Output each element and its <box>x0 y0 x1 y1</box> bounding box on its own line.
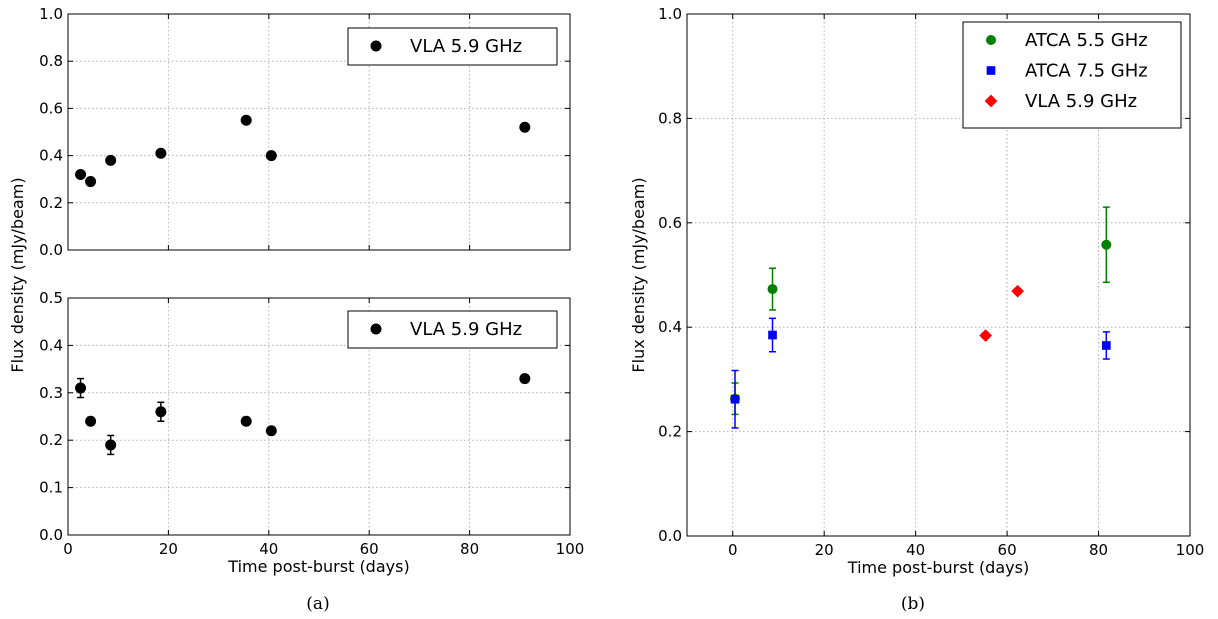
data-point <box>265 425 277 437</box>
y-tick-label: 0.5 <box>39 289 63 307</box>
y-tick-label: 0.0 <box>39 526 63 544</box>
y-tick-label: 0.6 <box>658 214 682 232</box>
y-tick-label: 0.0 <box>39 241 63 259</box>
y-tick-label: 0.8 <box>658 109 682 127</box>
x-tick-label: 0 <box>63 540 73 558</box>
x-tick-label: 80 <box>460 540 479 558</box>
legend-frame <box>347 27 558 66</box>
legend: ATCA 5.5 GHz ATCA 7.5 GHz VLA 5.9 GHz <box>962 21 1182 129</box>
x-tick-label: 40 <box>906 541 925 559</box>
legend-marker <box>986 35 996 45</box>
data-point <box>240 415 252 427</box>
data-point <box>265 150 277 162</box>
legend-label: ATCA 5.5 GHz <box>1025 30 1148 51</box>
legend-marker <box>986 66 996 75</box>
legend-label: VLA 5.9 GHz <box>1025 91 1137 112</box>
x-tick-label: 20 <box>815 541 834 559</box>
data-point <box>1101 341 1111 350</box>
data-point <box>519 121 531 133</box>
series-vla-5-9-ghz <box>979 284 1024 342</box>
plot-frame <box>67 297 571 536</box>
y-tick-label: 0.8 <box>39 52 63 70</box>
data-point <box>155 147 167 159</box>
data-point <box>979 329 992 342</box>
series-atca-5-5-ghz <box>730 206 1112 416</box>
data-point <box>75 382 87 394</box>
y-tick-label: 0.1 <box>39 479 63 497</box>
data-point <box>519 373 531 385</box>
caption-b: (b) <box>901 594 925 614</box>
series-vla-5-9-ghz <box>75 114 531 188</box>
legend-marker <box>370 323 382 335</box>
legend-frame <box>962 21 1182 129</box>
legend-marker <box>370 40 382 52</box>
x-tick-label: 40 <box>259 540 278 558</box>
data-point <box>768 330 777 340</box>
caption-a: (a) <box>306 594 329 614</box>
data-point <box>240 114 252 126</box>
legend-label: ATCA 7.5 GHz <box>1025 61 1148 82</box>
left-ylabel: Flux density (mJy/beam) <box>8 177 27 372</box>
y-tick-label: 0.4 <box>39 147 63 165</box>
data-point <box>105 439 117 451</box>
data-point <box>85 415 97 427</box>
x-tick-label: 60 <box>998 541 1017 559</box>
y-tick-label: 0.6 <box>39 99 63 117</box>
plot-frame <box>67 13 571 251</box>
y-tick-label: 1.0 <box>39 5 63 23</box>
chart-panel-left-top: 0.0 0.2 0.4 0.6 0.8 1.0 VLA 5.9 GHz <box>39 5 571 259</box>
x-axis-label: Time post-burst (days) <box>847 558 1029 577</box>
data-point <box>75 168 87 180</box>
x-axis-label: Time post-burst (days) <box>227 557 409 576</box>
data-point <box>1011 284 1024 298</box>
x-tick-label: 100 <box>1176 541 1205 559</box>
chart-panel-left-bottom: 0 20 40 60 80 100 0.0 0.1 0.2 0.3 0.4 0.5 Time post-… <box>39 289 584 576</box>
data-point <box>767 284 778 295</box>
y-tick-label: 0.0 <box>658 527 682 545</box>
plot-frame <box>686 13 1191 537</box>
legend: VLA 5.9 GHz <box>347 27 558 66</box>
data-point <box>155 406 167 418</box>
data-point <box>105 154 117 166</box>
x-tick-label: 20 <box>159 540 178 558</box>
y-tick-label: 1.0 <box>658 5 682 23</box>
data-point <box>85 176 97 188</box>
x-tick-label: 0 <box>728 541 738 559</box>
legend-frame <box>347 310 558 349</box>
x-tick-label: 100 <box>556 540 585 558</box>
series-vla-5-9-ghz <box>75 373 531 456</box>
y-tick-label: 0.3 <box>39 384 63 402</box>
data-point <box>730 394 740 404</box>
legend-label: VLA 5.9 GHz <box>410 36 522 57</box>
legend: VLA 5.9 GHz <box>347 310 558 349</box>
x-tick-label: 80 <box>1089 541 1108 559</box>
data-point <box>1101 239 1112 250</box>
y-tick-label: 0.2 <box>658 423 682 441</box>
legend-label: VLA 5.9 GHz <box>410 319 522 340</box>
x-tick-label: 60 <box>360 540 379 558</box>
y-tick-label: 0.4 <box>39 336 63 354</box>
y-tick-label: 0.2 <box>39 431 63 449</box>
legend-marker <box>984 94 998 108</box>
y-tick-label: 0.4 <box>658 318 682 336</box>
series-atca-7-5-ghz <box>730 317 1111 429</box>
y-tick-label: 0.2 <box>39 194 63 212</box>
chart-panel-right: 0 20 40 60 80 100 0.0 0.2 0.4 0.6 0.8 1.0 Time post-… <box>629 5 1204 577</box>
y-axis-label: Flux density (mJy/beam) <box>629 177 648 372</box>
